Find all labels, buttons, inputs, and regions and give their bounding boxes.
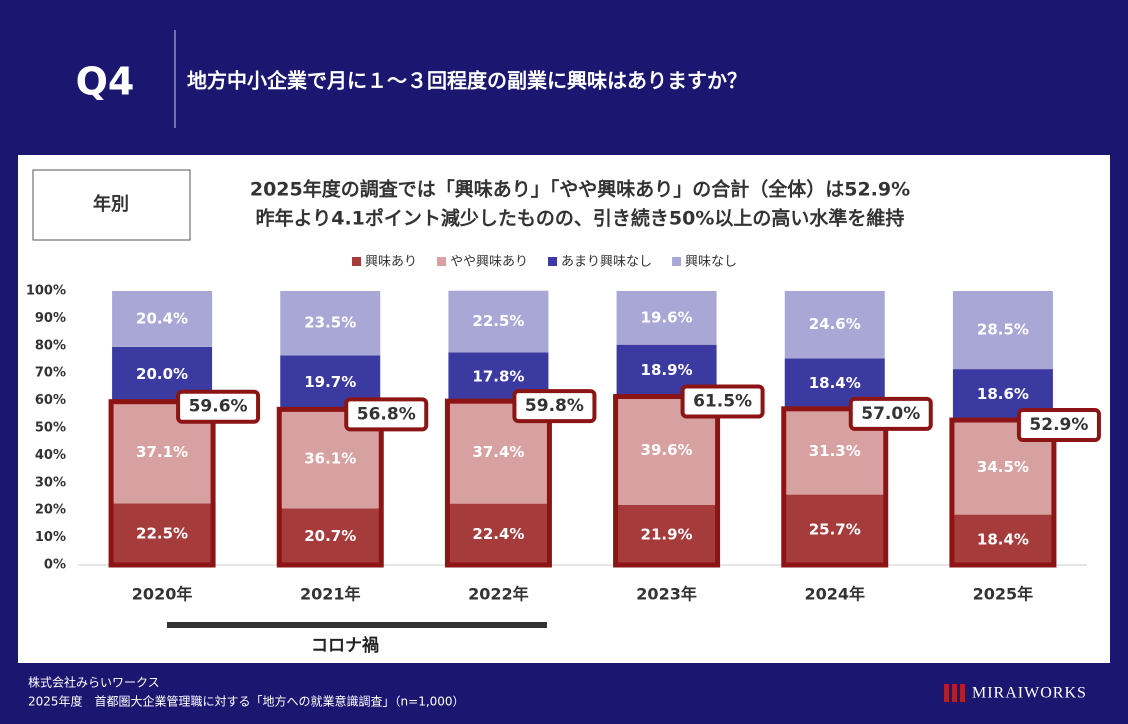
x-tick-label: 2025年 [973,585,1034,604]
bar-segment [784,494,885,565]
value-label: 37.1% [136,443,188,461]
value-label: 22.5% [136,525,188,543]
y-tick-label: 80% [35,338,66,353]
value-label: 36.1% [304,449,356,467]
total-label: 61.5% [693,391,752,411]
question-number: Q4 [76,60,135,104]
legend-label: 興味あり [365,255,417,270]
total-outline [444,398,552,568]
total-box [344,397,429,432]
x-tick-label: 2021年 [300,585,361,604]
logo-text: MIRAIWORKS [972,685,1087,702]
value-label: 21.9% [641,525,693,543]
bar-segment [952,514,1053,565]
value-label: 18.9% [641,361,693,379]
logo-stripe [944,684,949,702]
value-label: 23.5% [304,314,356,332]
total-label: 57.0% [861,404,920,424]
total-outline [949,417,1057,568]
bar-segment [616,291,717,345]
total-box [848,396,933,431]
total-box [1016,408,1101,443]
y-tick-label: 40% [35,448,66,463]
x-tick-label: 2022年 [468,585,529,604]
y-tick-label: 20% [35,503,66,518]
total-label: 59.6% [189,397,248,417]
footer-company: 株式会社みらいワークス [28,675,160,690]
x-tick-label: 2020年 [132,585,193,604]
total-outline [108,399,216,568]
legend-label: あまり興味なし [561,255,652,270]
logo-stripe [960,684,965,702]
value-label: 20.4% [136,309,188,327]
legend-label: 興味なし [685,255,737,270]
total-outline [613,393,721,568]
value-label: 18.4% [809,374,861,392]
total-box [176,389,261,424]
value-label: 22.5% [472,312,524,330]
total-label: 52.9% [1029,415,1088,435]
value-label: 37.4% [472,443,524,461]
x-tick-label: 2023年 [636,585,697,604]
value-label: 20.0% [136,365,188,383]
legend-label: やや興味あり [450,255,528,270]
value-label: 34.5% [977,458,1029,476]
value-label: 24.6% [809,315,861,333]
chart: 0% 10% 20% 30% 40% 50% 60% 70% 80% 90% 100% 興味あり やや興… [26,255,1101,604]
bar-segment [112,503,213,565]
bar-segment [112,291,213,347]
logo-mark [944,684,965,702]
y-tick-label: 10% [35,530,66,545]
total-box [680,384,765,419]
bar-segment [616,504,717,565]
y-tick-label: 60% [35,393,66,408]
y-tick-label: 100% [26,284,66,299]
bar-segment [952,291,1053,370]
value-label: 19.7% [304,373,356,391]
legend-swatch [548,257,558,266]
value-label: 31.3% [809,442,861,460]
value-label: 18.6% [977,385,1029,403]
value-label: 20.7% [304,527,356,545]
total-label: 56.8% [357,404,416,424]
total-box [512,389,597,424]
legend-swatch [672,257,682,266]
tag-text: 年別 [93,193,129,215]
question-text: 地方中小企業で月に１～３回程度の副業に興味はありますか？ [187,69,747,93]
headline: 2025年度の調査では「興味あり」「やや興味あり」の合計（全体）は52.9% [250,178,910,201]
bar-segment [448,290,549,353]
value-label: 39.6% [641,441,693,459]
headline: 昨年より4.1ポイント減少したものの、引き続き50%以上の高い水準を維持 [256,207,905,230]
bar-segment [784,291,885,359]
total-outline [781,406,889,568]
y-tick-label: 0% [44,558,66,573]
tag-box [32,169,191,241]
total-label: 59.8% [525,396,584,416]
legend-swatch [437,257,447,266]
value-label: 17.8% [472,367,524,385]
logo-stripe [952,684,957,702]
value-label: 22.4% [472,525,524,543]
y-tick-label: 50% [35,421,66,436]
footer-source: 2025年度 首都圏大企業管理職に対する「地方への就業意識調査」（n=1,000… [28,694,465,709]
value-label: 19.6% [641,308,693,326]
y-tick-label: 70% [35,366,66,381]
value-label: 18.4% [977,530,1029,548]
value-label: 25.7% [809,520,861,538]
bar-segment [280,291,381,356]
period-label: コロナ禍 [311,635,379,656]
x-tick-label: 2024年 [804,585,865,604]
bar-segment [448,503,549,565]
total-outline [276,406,384,568]
legend-swatch [352,257,361,266]
y-tick-label: 90% [35,311,66,326]
value-label: 28.5% [977,321,1029,339]
y-tick-label: 30% [35,475,66,490]
bar-segment [280,508,381,565]
